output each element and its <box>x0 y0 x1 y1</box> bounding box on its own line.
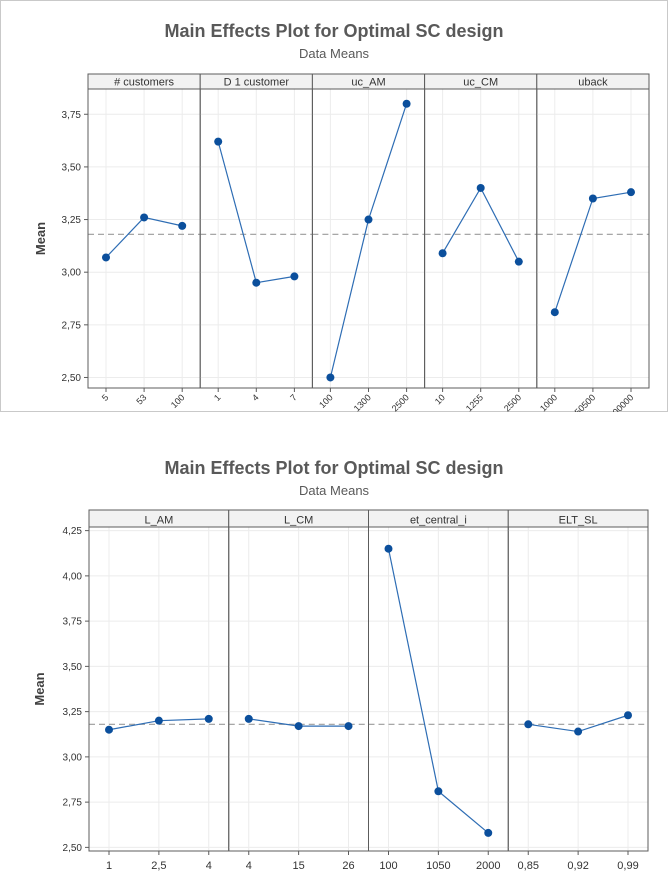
x-tick-label: 4 <box>206 860 212 872</box>
x-tick-label: 100 <box>169 392 187 410</box>
y-axis-label: Mean <box>32 672 47 705</box>
data-point <box>524 720 533 729</box>
panel-header-label: L_AM <box>145 515 174 527</box>
x-tick-label: 4 <box>246 860 252 872</box>
y-tick-label: 3,75 <box>63 617 83 628</box>
data-point <box>244 714 253 723</box>
chart-subtitle: Data Means <box>298 483 370 498</box>
data-point <box>624 711 632 720</box>
data-point <box>140 213 149 222</box>
x-tick-label: 0,85 <box>518 860 539 872</box>
x-tick-label: 26 <box>342 860 354 872</box>
data-point <box>364 215 373 224</box>
y-tick-label: 3,25 <box>63 707 83 718</box>
chart-title: Main Effects Plot for Optimal SC design <box>164 21 504 41</box>
panel-header-label: et_central_i <box>410 515 467 527</box>
x-tick-label: 1 <box>212 392 223 403</box>
chart-bottom: Main Effects Plot for Optimal SC design … <box>0 442 668 886</box>
x-tick-label: 0,99 <box>617 860 638 872</box>
x-tick-label: 5 <box>100 392 111 403</box>
y-tick-label: 3,25 <box>62 215 82 226</box>
y-tick-label: 3,75 <box>62 110 82 121</box>
data-point <box>438 249 447 258</box>
data-point <box>326 373 335 382</box>
x-tick-label: 1050 <box>426 860 450 872</box>
y-tick-label: 3,50 <box>62 162 82 173</box>
panel-header-label: L_CM <box>284 515 313 527</box>
data-point <box>102 253 110 262</box>
y-tick-label: 2,75 <box>63 798 83 809</box>
panel-header-label: # customers <box>114 77 174 89</box>
data-point <box>484 828 493 837</box>
x-tick-label: 1 <box>106 860 112 872</box>
x-tick-label: 1255 <box>464 392 485 413</box>
chart-title: Main Effects Plot for Optimal SC design <box>164 458 504 478</box>
y-tick-label: 3,00 <box>63 752 83 763</box>
x-tick-label: 2,5 <box>151 860 166 872</box>
x-tick-label: 1300 <box>352 392 373 413</box>
y-axis-label: Mean <box>33 222 48 255</box>
y-tick-label: 3,00 <box>62 268 82 279</box>
data-point <box>514 257 523 266</box>
panel-header-label: ELT_SL <box>559 515 598 527</box>
x-tick-label: 2500 <box>390 392 411 413</box>
data-point <box>154 716 163 725</box>
x-tick-label: 100 <box>317 392 335 410</box>
chart-separator <box>0 412 669 442</box>
data-point <box>344 722 353 731</box>
panel-header-label: uc_AM <box>351 77 385 89</box>
data-point <box>105 725 113 734</box>
x-tick-label: 2500 <box>502 392 523 413</box>
x-tick-label: 0,92 <box>567 860 588 872</box>
y-tick-label: 4,00 <box>63 571 83 582</box>
panel-header-label: D 1 customer <box>224 77 290 89</box>
y-tick-label: 2,50 <box>62 373 82 384</box>
data-point <box>588 194 597 203</box>
panel-header-label: uback <box>578 77 608 89</box>
y-tick-label: 3,50 <box>63 662 83 673</box>
data-point <box>434 787 443 796</box>
x-tick-label: 100000 <box>607 392 635 413</box>
chart-subtitle: Data Means <box>298 46 370 61</box>
chart-top: Main Effects Plot for Optimal SC design … <box>0 0 668 413</box>
x-tick-label: 50500 <box>573 392 598 413</box>
data-point <box>476 183 485 192</box>
x-tick-label: 4 <box>250 392 261 403</box>
data-point <box>627 188 635 197</box>
y-tick-label: 4,25 <box>63 526 83 537</box>
x-tick-label: 7 <box>288 392 299 403</box>
data-point <box>252 278 261 287</box>
data-point <box>178 221 187 230</box>
x-tick-label: 53 <box>134 392 148 406</box>
data-point <box>294 722 303 731</box>
x-tick-label: 1000 <box>538 392 559 413</box>
main-effects-plot-bottom: Mean L_AM 1 2,5 4 L_CM 4 15 26 et_central_i 100 105… <box>32 509 649 872</box>
y-tick-label: 2,75 <box>62 320 82 331</box>
data-point <box>550 308 559 317</box>
y-tick-label: 2,50 <box>63 843 83 854</box>
main-effects-plot-top: Mean # customers 5 53 100 D 1 customer 1 4 7 uc_A… <box>33 73 650 413</box>
data-point <box>402 99 411 108</box>
panel-header-label: uc_CM <box>463 77 498 89</box>
x-tick-label: 100 <box>379 860 397 872</box>
data-point <box>214 137 223 146</box>
x-tick-label: 2000 <box>476 860 500 872</box>
x-tick-label: 10 <box>433 392 447 406</box>
data-point <box>204 714 213 723</box>
data-point <box>574 727 583 736</box>
x-tick-label: 15 <box>293 860 305 872</box>
data-point <box>384 544 393 553</box>
data-point <box>290 272 299 281</box>
